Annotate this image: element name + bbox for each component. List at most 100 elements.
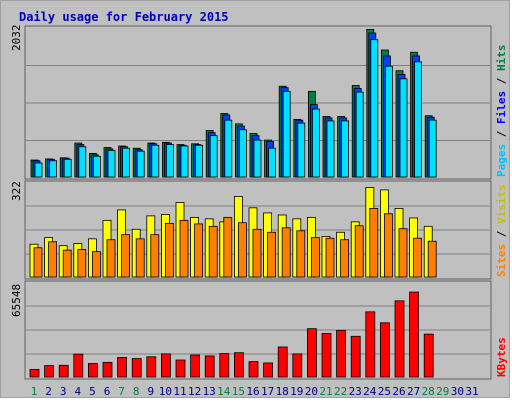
bar-sites-day-5	[92, 251, 101, 278]
chart-title: Daily usage for February 2015	[19, 10, 229, 24]
bar-pages-day-15	[238, 129, 247, 178]
bar-pages-day-27	[414, 61, 423, 178]
legend-entry-kbytes: KBytes	[495, 337, 508, 377]
bar-kbytes-day-28	[423, 333, 434, 378]
legend-entry-pages: Pages	[495, 144, 508, 177]
bar-kbytes-day-25	[379, 322, 390, 378]
bar-kbytes-day-24	[365, 311, 376, 378]
bar-sites-day-26	[398, 228, 408, 278]
bar-sites-day-13	[208, 225, 218, 278]
x-label-day-18: 18	[276, 385, 289, 398]
bar-sites-day-23	[354, 225, 364, 278]
bar-sites-day-8	[135, 238, 145, 278]
x-label-day-16: 16	[246, 385, 259, 398]
x-label-day-2: 2	[45, 385, 52, 398]
bar-pages-day-8	[136, 150, 145, 178]
bar-kbytes-day-5	[88, 363, 98, 378]
x-label-day-13: 13	[203, 385, 216, 398]
panel-legends: Pages / Files / Hits Sites / Visits KBytes	[495, 45, 508, 378]
bar-pages-day-25	[384, 65, 393, 178]
bar-kbytes-day-8	[131, 358, 142, 378]
bar-kbytes-day-19	[292, 353, 303, 378]
bar-pages-day-6	[107, 150, 116, 178]
bar-pages-day-13	[209, 135, 218, 178]
x-label-day-29: 29	[436, 385, 449, 398]
x-label-day-10: 10	[159, 385, 172, 398]
bar-sites-day-9	[150, 234, 160, 278]
bar-kbytes-day-23	[350, 335, 361, 378]
x-label-day-19: 19	[290, 385, 303, 398]
x-label-day-9: 9	[147, 385, 154, 398]
bar-sites-day-1	[33, 247, 43, 278]
bar-kbytes-day-11	[175, 359, 186, 378]
x-label-day-14: 14	[217, 385, 231, 398]
bar-sites-day-16	[252, 228, 262, 278]
bar-kbytes-day-21	[321, 333, 332, 378]
bar-sites-day-17	[267, 231, 277, 278]
bar-pages-day-11	[180, 145, 189, 178]
bar-pages-day-3	[63, 158, 72, 178]
bar-kbytes-day-26	[394, 300, 405, 378]
x-label-day-23: 23	[349, 385, 362, 398]
x-label-day-12: 12	[188, 385, 201, 398]
bar-sites-day-21	[325, 237, 335, 278]
bar-kbytes-day-2	[44, 365, 54, 378]
bar-kbytes-day-12	[190, 354, 201, 378]
bar-kbytes-day-18	[277, 346, 288, 378]
bar-pages-day-7	[122, 147, 130, 178]
x-label-day-1: 1	[31, 385, 38, 398]
bar-pages-day-19	[297, 122, 306, 178]
bar-sites-day-11	[179, 219, 189, 278]
x-label-day-22: 22	[334, 385, 347, 398]
bar-sites-day-25	[383, 213, 393, 278]
bar-kbytes-day-7	[117, 356, 127, 378]
bar-kbytes-day-10	[160, 353, 171, 378]
bar-pages-day-9	[151, 144, 160, 178]
x-label-day-24: 24	[363, 385, 377, 398]
legend-separator: /	[495, 124, 508, 144]
bar-pages-day-26	[399, 78, 408, 178]
bar-sites-day-12	[194, 223, 204, 278]
x-label-day-8: 8	[133, 385, 140, 398]
bar-kbytes-day-3	[58, 364, 69, 378]
bar-sites-day-20	[310, 237, 320, 278]
bar-sites-day-10	[164, 222, 174, 278]
x-label-day-5: 5	[89, 385, 96, 398]
bar-pages-day-23	[355, 91, 364, 178]
bar-pages-day-2	[49, 160, 57, 178]
x-label-day-26: 26	[392, 385, 405, 398]
bar-kbytes-day-16	[248, 361, 259, 378]
x-label-day-3: 3	[60, 385, 67, 398]
bar-kbytes-day-13	[204, 355, 215, 378]
bar-sites-day-3	[62, 249, 72, 278]
legend-entry-visits: Visits	[495, 184, 508, 224]
legend-bottom: KBytes	[495, 337, 508, 377]
bar-sites-day-6	[106, 239, 116, 278]
y-max-label-bottom: 65548	[10, 284, 23, 317]
x-label-day-30: 30	[451, 385, 464, 398]
x-label-day-31: 31	[465, 385, 478, 398]
x-label-day-4: 4	[74, 385, 81, 398]
bar-kbytes-day-17	[263, 362, 274, 378]
bar-sites-day-4	[77, 249, 87, 278]
legend-top: Pages / Files / Hits	[495, 45, 508, 178]
bar-pages-day-5	[93, 155, 101, 178]
bar-pages-day-20	[311, 108, 320, 178]
legend-entry-sites: Sites	[495, 244, 508, 277]
bar-sites-day-15	[237, 222, 247, 278]
bar-kbytes-day-20	[306, 328, 317, 378]
bar-pages-day-16	[253, 139, 262, 178]
x-label-day-17: 17	[261, 385, 274, 398]
x-axis-day-labels: 1 2 3 4 5 6 7 8 9 10 11 12 13 14 15 16 17 18 19 20 21 22 23 24 2…	[31, 385, 479, 398]
x-label-day-28: 28	[422, 385, 435, 398]
bar-pages-day-24	[370, 39, 379, 178]
bar-sites-day-24	[369, 208, 379, 278]
bar-pages-day-12	[195, 144, 204, 178]
x-label-day-11: 11	[173, 385, 186, 398]
bar-pages-day-18	[282, 90, 291, 178]
legend-separator: /	[495, 224, 508, 244]
bar-pages-day-10	[165, 144, 174, 178]
bar-sites-day-2	[48, 241, 57, 278]
bar-sites-day-28	[427, 240, 437, 278]
